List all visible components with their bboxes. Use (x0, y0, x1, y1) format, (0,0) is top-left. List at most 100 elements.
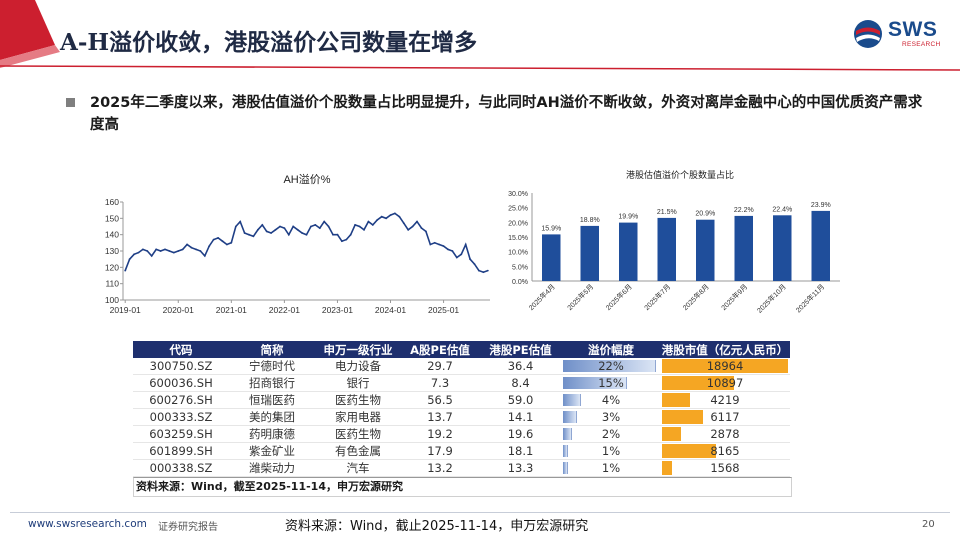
bar-chart-axes (531, 193, 840, 282)
line-point (460, 253, 463, 256)
line-point (186, 243, 188, 246)
bar-y-tick-label: 5.0% (512, 264, 528, 271)
x-tick-label: 2025-01 (428, 305, 459, 315)
cell-name: 招商银行 (229, 374, 315, 392)
bar (734, 215, 753, 281)
bar (542, 234, 561, 281)
bar-x-tick-label: 2025年9月 (719, 282, 749, 312)
line-point (239, 220, 242, 223)
col-header-hk-market-cap: 港股市值（亿元人民币） (660, 341, 790, 358)
line-point (177, 250, 180, 252)
line-point (398, 215, 401, 218)
line-point (469, 258, 471, 261)
bar (696, 219, 715, 281)
premium-data-bar (563, 360, 656, 372)
table-row: 600276.SH 恒瑞医药 医药生物 56.5 59.0 4% 4219 (133, 391, 790, 409)
line-point (257, 228, 259, 231)
cell-hk-market-cap: 6117 (660, 408, 790, 426)
line-point (252, 235, 255, 238)
line-point (411, 225, 414, 228)
line-point (279, 225, 281, 228)
market-cap-data-bar (662, 410, 703, 424)
premium-data-bar (563, 411, 577, 423)
bar-chart-y-ticks: 0.0% 5.0% 10.0% 15.0% 20.0% 25.0% 30.0% (508, 191, 528, 286)
line-chart-y-ticks: 100 110 120 130 140 150 160 (105, 197, 123, 305)
bullet-text: 2025年二季度以来，港股估值溢价个股数量占比明显提升，与此同时AH溢价不断收敛… (90, 95, 923, 133)
premium-value: 1% (601, 444, 621, 458)
premium-value: 4% (601, 393, 621, 407)
bar-y-tick-label: 25.0% (508, 206, 528, 213)
line-chart-x-ticks: 2019-01 2020-01 2021-01 2022-01 2023-01 2024-… (110, 300, 459, 315)
col-header-premium: 溢价幅度 (562, 341, 660, 358)
footer-source-note: 资料来源：Wind，截止2025-11-14，申万宏源研究 (285, 519, 589, 534)
line-point (159, 250, 162, 252)
line-point (287, 233, 290, 236)
premium-value: 2% (601, 427, 621, 441)
ah-premium-series-line (124, 212, 489, 274)
bar-x-tick-label: 2025年4月 (527, 282, 557, 312)
x-tick-label: 2021-01 (216, 305, 247, 315)
line-point (274, 228, 277, 231)
line-point (195, 248, 197, 251)
bar-data-label: 22.4% (772, 206, 792, 213)
line-point (433, 241, 436, 244)
bar-y-tick-label: 0.0% (512, 279, 528, 286)
cell-code: 600036.SH (133, 374, 229, 392)
line-point (164, 248, 166, 251)
line-point (301, 232, 303, 234)
line-point (389, 214, 392, 216)
line-point (341, 240, 343, 243)
cell-a-pe: 17.9 (401, 442, 479, 460)
cell-code: 601899.SH (133, 442, 229, 460)
y-tick-label: 120 (105, 262, 119, 272)
cell-code: 603259.SH (133, 425, 229, 443)
line-point (155, 248, 158, 251)
title-bar (0, 0, 960, 71)
bar-y-tick-label: 20.0% (508, 220, 528, 227)
cell-premium: 22% (562, 358, 660, 375)
cell-h-pe: 13.3 (479, 459, 562, 477)
cell-hk-market-cap: 8165 (660, 442, 790, 460)
cell-premium: 3% (562, 408, 660, 426)
cell-name: 恒瑞医药 (229, 391, 315, 409)
x-tick-label: 2023-01 (322, 305, 353, 315)
premium-data-bar (563, 377, 627, 389)
line-point (402, 222, 405, 225)
cell-h-pe: 14.1 (479, 408, 562, 426)
line-point (142, 248, 144, 251)
cell-name: 药明康德 (229, 425, 315, 443)
line-point (248, 233, 250, 236)
page-title: A-H溢价收敛，港股溢价公司数量在增多 (60, 29, 478, 56)
line-point (124, 269, 127, 272)
cell-h-pe: 59.0 (479, 391, 562, 409)
line-point (376, 219, 379, 221)
line-point (416, 220, 418, 223)
cell-hk-market-cap: 1568 (660, 459, 790, 477)
line-point (146, 250, 149, 252)
line-point (407, 228, 410, 231)
line-point (314, 224, 317, 226)
cell-industry: 医药生物 (315, 425, 401, 443)
bar-x-tick-label: 2025年6月 (604, 282, 634, 312)
premium-data-bar (563, 462, 569, 474)
cell-a-pe: 7.3 (401, 374, 479, 392)
line-point (243, 232, 246, 234)
line-point (137, 251, 140, 254)
line-point (332, 233, 334, 236)
table-row: 000333.SZ 美的集团 家用电器 13.7 14.1 3% 6117 (133, 408, 790, 426)
line-point (212, 238, 215, 241)
line-point (327, 225, 330, 228)
cell-h-pe: 36.4 (479, 358, 562, 375)
line-point (150, 255, 153, 257)
ah-premium-table: 代码 简称 申万一级行业 A股PE估值 港股PE估值 溢价幅度 港股市值（亿元人… (133, 341, 790, 477)
cell-a-pe: 13.2 (401, 459, 479, 477)
premium-value: 3% (601, 410, 621, 424)
premium-value: 15% (598, 376, 624, 390)
footer-website-link[interactable]: www.swsresearch.com (28, 518, 147, 530)
market-cap-value: 6117 (710, 410, 740, 424)
hk-premium-share-bar-chart: 港股估值溢价个股数量占比 0.0% 5.0% 10.0% 15.0% 20.0% 25.0… (508, 169, 840, 315)
cell-name: 潍柴动力 (229, 459, 315, 477)
line-point (168, 250, 171, 252)
bullet-square-icon (66, 98, 75, 107)
cell-industry: 医药生物 (315, 391, 401, 409)
